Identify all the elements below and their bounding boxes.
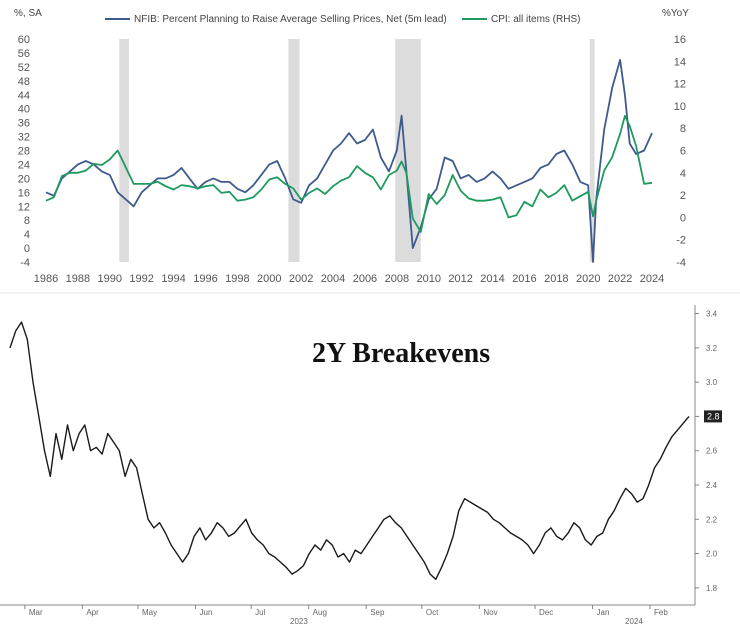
month-tick-label: Sep	[370, 608, 385, 617]
left-tick-label: 4	[24, 229, 30, 241]
y-tick-label: 2.4	[706, 481, 718, 490]
left-tick-label: 52	[18, 62, 30, 74]
x-tick-label: 1988	[66, 273, 90, 285]
left-tick-label: 12	[18, 201, 30, 213]
x-tick-label: 2010	[417, 273, 441, 285]
recession-bands	[119, 39, 595, 262]
right-tick-label: 16	[674, 34, 686, 46]
y-tick-label: 1.8	[706, 584, 718, 593]
left-axis-unit: %, SA	[14, 8, 42, 19]
right-axis-unit: %YoY	[662, 8, 689, 19]
year-label-2024: 2024	[625, 617, 643, 626]
last-value-tag: 2.8	[704, 410, 722, 423]
x-tick-label: 2020	[576, 273, 600, 285]
month-tick-label: Aug	[313, 608, 327, 617]
x-tick-label: 2006	[353, 273, 377, 285]
right-tick-label: 0	[680, 212, 686, 224]
y-tick-label: 3.0	[706, 378, 718, 387]
month-tick-label: Apr	[86, 608, 99, 617]
right-tick-label: -4	[676, 257, 686, 269]
x-tick-label: 1990	[98, 273, 122, 285]
last-value-label: 2.8	[707, 411, 720, 421]
right-tick-label: 10	[674, 101, 686, 113]
recession-band	[288, 39, 300, 262]
y-tick-label: 2.2	[706, 515, 718, 524]
left-tick-label: 44	[18, 90, 30, 102]
left-tick-label: 56	[18, 48, 30, 60]
y-tick-label: 2.6	[706, 447, 718, 456]
right-axis-ticks: 16 14 12 10 8 6 4 2 0 -2 -4	[674, 34, 686, 269]
left-tick-label: 16	[18, 187, 30, 199]
breakeven-series-line	[9, 321, 690, 580]
left-tick-label: 48	[18, 76, 30, 88]
y-tick-label: 3.4	[706, 310, 718, 319]
month-ticks: Mar Apr May Jun Jul Aug Sep Oct Nov Dec Jan Feb	[24, 605, 668, 617]
month-tick-label: Jul	[255, 608, 265, 617]
breakeven-line	[9, 321, 690, 580]
left-tick-label: 32	[18, 132, 30, 144]
left-tick-label: 0	[24, 243, 30, 255]
x-tick-label: 2024	[640, 273, 664, 285]
x-tick-label: 2008	[385, 273, 409, 285]
month-tick-label: May	[142, 608, 157, 617]
left-tick-label: 8	[24, 215, 30, 227]
cpi-series-line	[45, 115, 653, 233]
right-tick-label: -2	[676, 235, 686, 247]
x-tick-label: 2014	[480, 273, 504, 285]
left-tick-label: 28	[18, 146, 30, 158]
chart-title: 2Y Breakevens	[312, 338, 490, 369]
month-tick-label: Nov	[483, 608, 497, 617]
month-tick-label: Jan	[597, 608, 610, 617]
year-label-2023: 2023	[290, 617, 308, 626]
x-tick-label: 2022	[608, 273, 632, 285]
x-tick-label: 1994	[161, 273, 185, 285]
x-tick-label: 1992	[129, 273, 153, 285]
x-tick-label: 1986	[34, 273, 58, 285]
month-tick-label: Mar	[29, 608, 43, 617]
x-tick-label: 2000	[257, 273, 281, 285]
y-axis-ticks: 3.4 3.2 3.0 2.8 2.6 2.4 2.2 2.0 1.8	[695, 310, 718, 593]
right-tick-label: 12	[674, 79, 686, 91]
nfib-series-line	[45, 59, 653, 263]
right-tick-label: 4	[680, 168, 686, 180]
x-tick-label: 2004	[321, 273, 345, 285]
right-tick-label: 6	[680, 146, 686, 158]
x-tick-label: 2002	[289, 273, 313, 285]
left-tick-label: 60	[18, 34, 30, 46]
series-lines	[45, 59, 653, 263]
month-tick-label: Oct	[426, 608, 439, 617]
month-tick-label: Feb	[654, 608, 668, 617]
month-tick-label: Dec	[539, 608, 553, 617]
x-tick-label: 1998	[225, 273, 249, 285]
x-tick-label: 1996	[193, 273, 217, 285]
x-tick-label: 2018	[544, 273, 568, 285]
x-axis-ticks: 1986 1988 1990 1992 1994 1996 1998 2000 2002 2004…	[34, 273, 665, 285]
right-tick-label: 14	[674, 56, 686, 68]
left-tick-label: -4	[20, 257, 30, 269]
recession-band	[589, 39, 595, 262]
right-tick-label: 2	[680, 190, 686, 202]
legend-label-cpi: CPI: all items (RHS)	[491, 14, 580, 25]
month-tick-label: Jun	[200, 608, 213, 617]
left-tick-label: 36	[18, 118, 30, 130]
x-tick-label: 2012	[448, 273, 472, 285]
recession-band	[395, 39, 421, 262]
y-tick-label: 2.0	[706, 550, 718, 559]
left-tick-label: 20	[18, 173, 30, 185]
left-tick-label: 40	[18, 104, 30, 116]
y-tick-label: 3.2	[706, 344, 718, 353]
legend-label-nfib: NFIB: Percent Planning to Raise Average …	[134, 14, 447, 25]
recession-band	[119, 39, 129, 262]
legend: NFIB: Percent Planning to Raise Average …	[105, 14, 580, 25]
left-tick-label: 24	[18, 159, 30, 171]
x-tick-label: 2016	[512, 273, 536, 285]
right-tick-label: 8	[680, 123, 686, 135]
last-value-box	[704, 410, 722, 423]
